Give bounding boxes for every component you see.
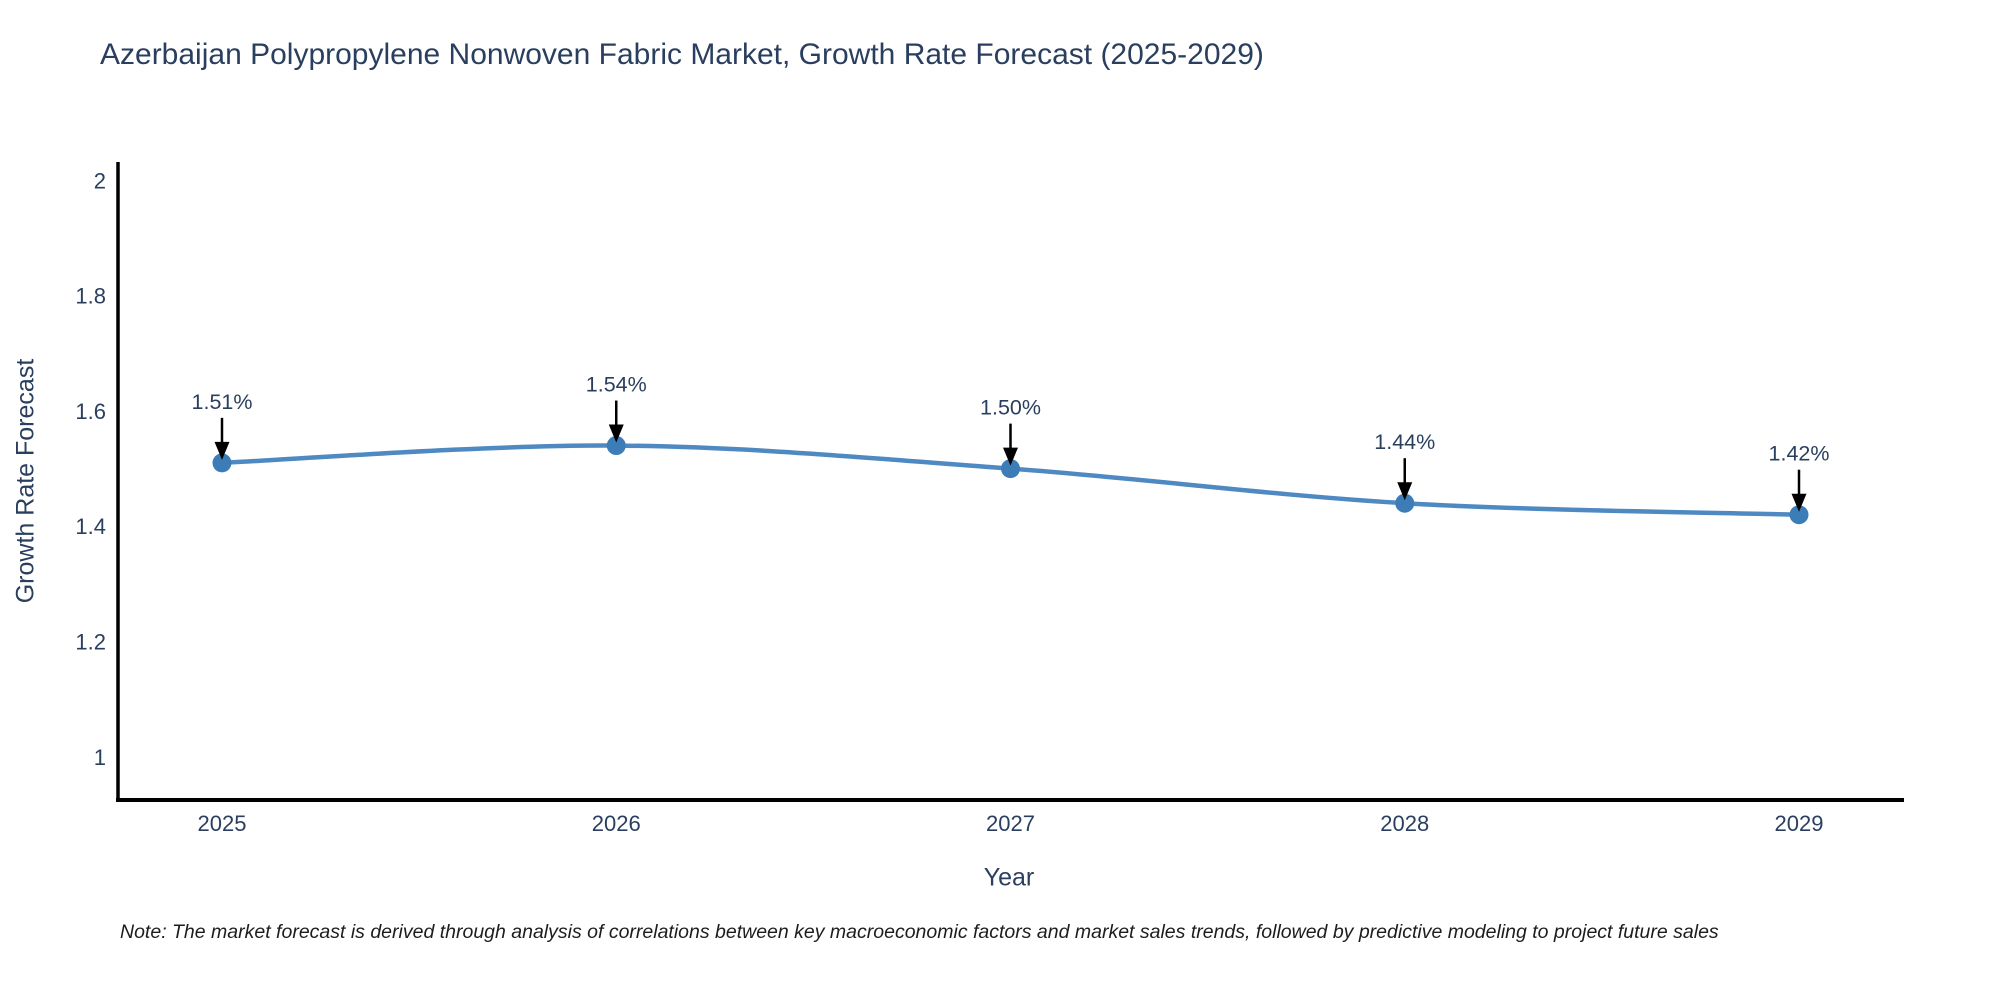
chart-title: Azerbaijan Polypropylene Nonwoven Fabric… [100, 38, 1264, 71]
point-value-label: 1.42% [1769, 442, 1830, 466]
point-value-label: 1.50% [980, 396, 1041, 420]
x-tick-label: 2027 [986, 811, 1035, 836]
x-tick-label: 2025 [198, 811, 247, 836]
annotation-arrowhead [214, 441, 230, 460]
x-tick-label: 2029 [1775, 811, 1824, 836]
data-point [212, 453, 232, 473]
annotation-arrowhead [608, 424, 624, 443]
x-axis-title: Year [983, 863, 1035, 892]
y-tick-label: 1.6 [75, 399, 106, 424]
y-tick-label: 1.8 [75, 284, 106, 309]
annotation-arrowhead [1791, 493, 1807, 512]
y-tick-label: 2 [94, 168, 106, 193]
y-tick-label: 1.2 [75, 630, 106, 655]
x-tick-label: 2028 [1380, 811, 1429, 836]
x-tick-label: 2026 [592, 811, 641, 836]
annotation-arrowhead [1003, 447, 1018, 466]
annotation-arrowhead [1397, 482, 1413, 501]
data-point [1395, 493, 1415, 513]
point-value-label: 1.51% [192, 390, 253, 414]
data-point [1001, 459, 1020, 479]
y-tick-label: 1 [94, 745, 106, 770]
y-axis-title: Growth Rate Forecast [11, 358, 40, 604]
data-point [1789, 505, 1809, 525]
point-value-label: 1.44% [1374, 430, 1435, 454]
y-tick-label: 1.4 [75, 514, 106, 539]
point-value-label: 1.54% [586, 373, 647, 397]
footnote: Note: The market forecast is derived thr… [120, 921, 1719, 943]
data-point [606, 436, 626, 456]
